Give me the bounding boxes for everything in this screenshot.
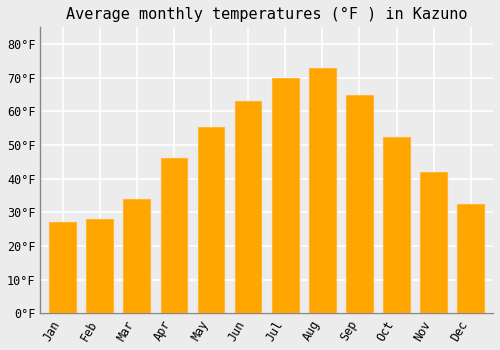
Bar (49, 222, 76, 313)
Bar (346, 94, 373, 313)
Bar (235, 101, 262, 313)
Bar (383, 136, 410, 313)
Bar (198, 126, 224, 313)
Bar (309, 68, 336, 313)
Bar (86, 219, 113, 313)
Bar (160, 159, 188, 313)
Bar (458, 204, 484, 313)
Title: Average monthly temperatures (°F ) in Kazuno: Average monthly temperatures (°F ) in Ka… (66, 7, 468, 22)
Bar (124, 199, 150, 313)
Bar (272, 78, 298, 313)
Bar (420, 172, 447, 313)
